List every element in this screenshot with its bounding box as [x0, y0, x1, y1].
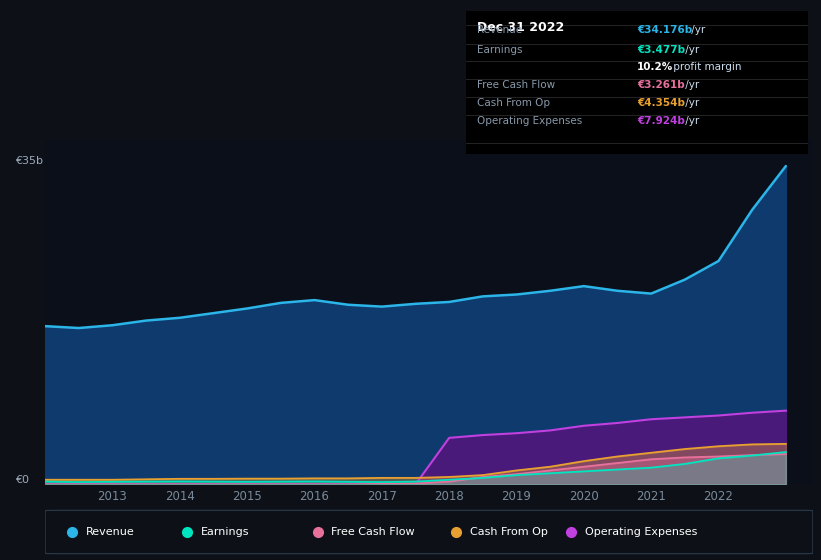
Text: €3.261b: €3.261b: [637, 80, 685, 90]
Text: Cash From Op: Cash From Op: [470, 527, 548, 537]
Text: €4.354b: €4.354b: [637, 97, 685, 108]
FancyBboxPatch shape: [45, 510, 813, 554]
Text: Earnings: Earnings: [476, 45, 522, 55]
Text: /yr: /yr: [681, 116, 699, 126]
Text: 10.2%: 10.2%: [637, 62, 673, 72]
Text: €3.477b: €3.477b: [637, 45, 686, 55]
Text: Operating Expenses: Operating Expenses: [476, 116, 582, 126]
Text: /yr: /yr: [681, 80, 699, 90]
Text: /yr: /yr: [681, 97, 699, 108]
Text: Free Cash Flow: Free Cash Flow: [476, 80, 555, 90]
Text: Dec 31 2022: Dec 31 2022: [476, 21, 564, 34]
Text: Revenue: Revenue: [476, 25, 521, 35]
Text: Operating Expenses: Operating Expenses: [585, 527, 697, 537]
Text: Revenue: Revenue: [86, 527, 135, 537]
Text: €0: €0: [15, 475, 29, 485]
Text: profit margin: profit margin: [670, 62, 741, 72]
Text: /yr: /yr: [688, 25, 705, 35]
Text: €35b: €35b: [15, 156, 43, 166]
Text: /yr: /yr: [681, 45, 699, 55]
Text: Cash From Op: Cash From Op: [476, 97, 549, 108]
Text: Free Cash Flow: Free Cash Flow: [332, 527, 415, 537]
Text: Earnings: Earnings: [201, 527, 250, 537]
Text: €7.924b: €7.924b: [637, 116, 685, 126]
Text: €34.176b: €34.176b: [637, 25, 692, 35]
